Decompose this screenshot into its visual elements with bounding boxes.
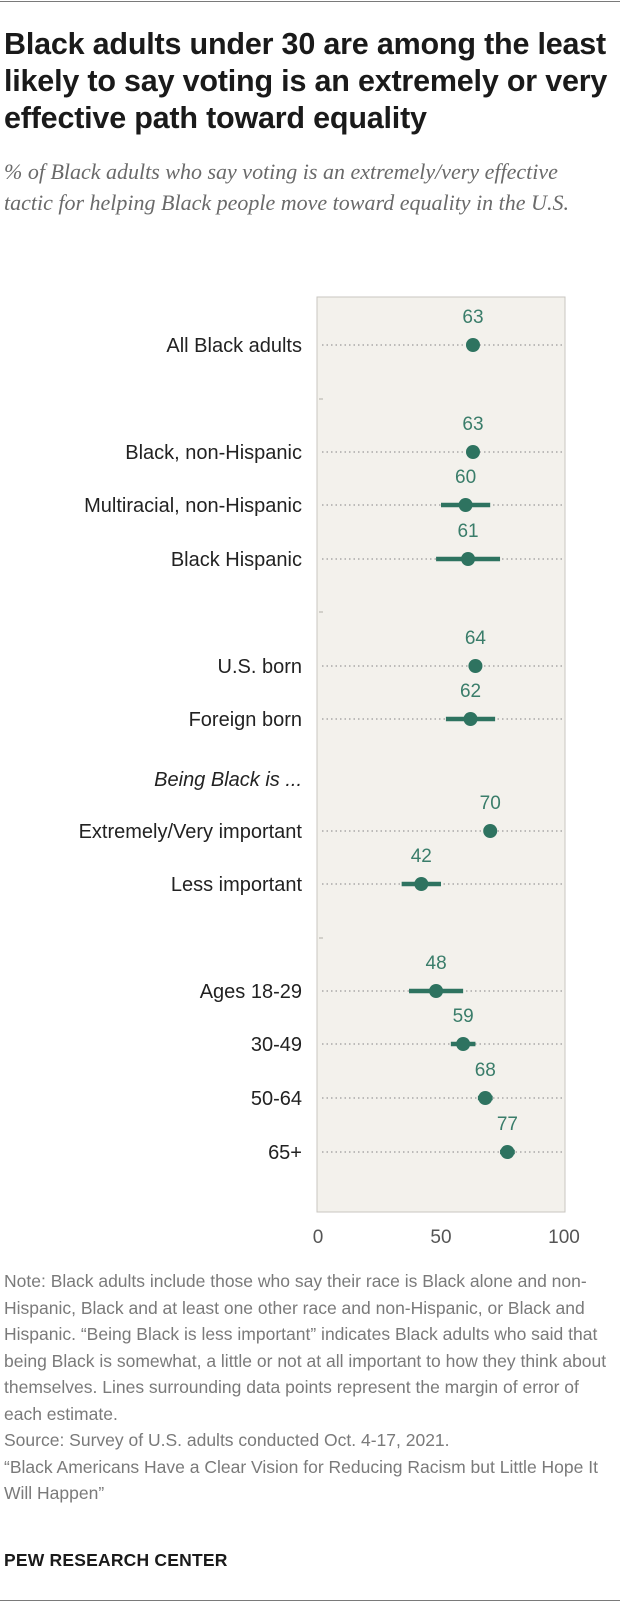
dot-plot-chart: All Black adults 63 Black, non-Hispanic 63 M… [79, 296, 580, 1248]
x-tick-label: 50 [430, 1227, 451, 1248]
category-label: Being Black is ... [154, 769, 302, 791]
chart-row: 65+ 77 [268, 1114, 562, 1164]
category-label: 30-49 [251, 1034, 302, 1056]
chart-row: Foreign born 62 [189, 681, 562, 731]
data-point [414, 877, 429, 891]
chart-row: Black Hispanic 61 [171, 521, 562, 571]
source-text: Source: Survey of U.S. adults conducted … [4, 1430, 450, 1450]
data-label: 42 [411, 846, 432, 867]
chart-row: Ages 18-29 48 [200, 953, 562, 1003]
data-point [458, 498, 473, 512]
data-label: 61 [457, 521, 478, 542]
data-label: 70 [480, 793, 501, 814]
chart-row: All Black adults 63 [166, 307, 562, 357]
x-tick-label: 0 [313, 1227, 324, 1248]
data-point [483, 824, 498, 838]
pew-logo-text: PEW RESEARCH CENTER [4, 1550, 228, 1570]
data-label: 60 [455, 467, 476, 488]
x-tick-label: 100 [548, 1227, 580, 1248]
data-point [468, 659, 483, 673]
data-label: 63 [462, 307, 483, 328]
category-label: Multiracial, non-Hispanic [84, 495, 302, 517]
plot-panel [316, 296, 566, 1213]
category-label: 65+ [268, 1142, 302, 1164]
data-label: 59 [453, 1006, 474, 1027]
chart-title: Black adults under 30 are among the leas… [4, 27, 608, 135]
report-title: “Black Americans Have a Clear Vision for… [4, 1456, 598, 1504]
chart-row: 30-49 59 [251, 1006, 562, 1056]
category-label: Less important [171, 874, 303, 896]
category-label: U.S. born [218, 656, 302, 678]
chart-row: Less important 42 [171, 846, 562, 896]
data-label: 77 [497, 1114, 518, 1135]
chart-row: 50-64 68 [251, 1060, 562, 1110]
data-label: 62 [460, 681, 481, 702]
bottom-rule [0, 1600, 620, 1601]
top-rule [0, 1, 620, 2]
data-label: 48 [426, 953, 447, 974]
category-label: Ages 18-29 [200, 981, 302, 1003]
category-label: Foreign born [189, 709, 302, 731]
category-label: All Black adults [166, 335, 302, 357]
chart-subtitle: % of Black adults who say voting is an e… [4, 159, 569, 215]
data-label: 68 [475, 1060, 496, 1081]
chart-row: Black, non-Hispanic 63 [125, 414, 562, 464]
data-point [478, 1091, 493, 1105]
footnotes: Note: Black adults include those who say… [4, 1268, 616, 1507]
data-point [463, 712, 478, 726]
data-point [461, 552, 476, 566]
chart-row: U.S. born 64 [218, 628, 562, 678]
chart-row: Being Black is ... [154, 769, 302, 791]
data-point [500, 1145, 515, 1159]
note-text: Note: Black adults include those who say… [4, 1271, 607, 1424]
category-label: Black, non-Hispanic [125, 442, 302, 464]
data-label: 63 [462, 414, 483, 435]
category-label: Extremely/Very important [79, 821, 303, 843]
data-point [465, 445, 480, 459]
data-point [429, 984, 444, 998]
chart-row: Multiracial, non-Hispanic 60 [84, 467, 562, 517]
category-label: Black Hispanic [171, 549, 302, 571]
category-label: 50-64 [251, 1088, 302, 1110]
chart-row: Extremely/Very important 70 [79, 793, 562, 843]
data-label: 64 [465, 628, 487, 649]
data-point [465, 338, 480, 352]
data-point [456, 1037, 471, 1051]
